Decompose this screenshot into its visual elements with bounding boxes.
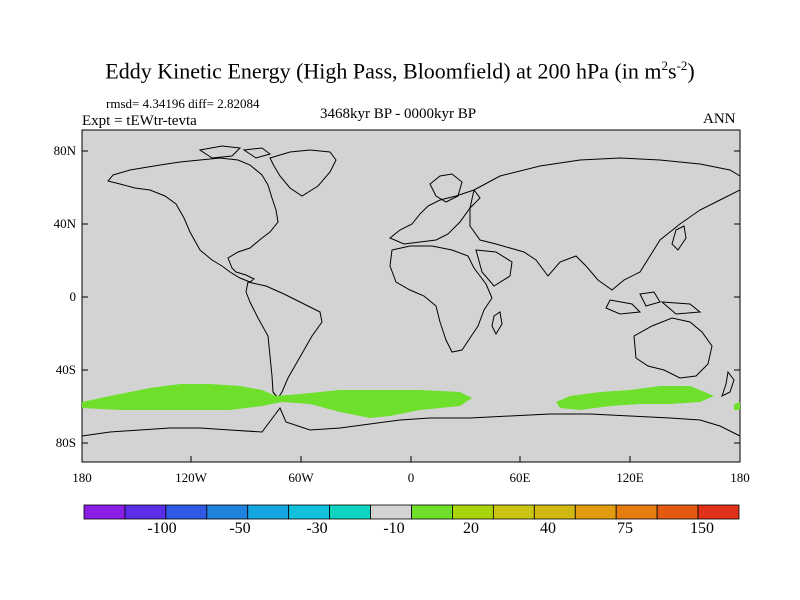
colorbar-label: -30 bbox=[306, 520, 328, 537]
europe-coast bbox=[389, 189, 481, 245]
colorbar-swatch bbox=[124, 504, 167, 520]
lon-label-120e: 120E bbox=[616, 470, 644, 485]
colorbar-label: -50 bbox=[229, 520, 251, 537]
lat-label-80s: 80S bbox=[55, 435, 76, 450]
australia-coast bbox=[633, 317, 713, 379]
colorbar-swatch bbox=[411, 504, 453, 520]
period-label: 3468kyr BP - 0000kyr BP bbox=[320, 106, 477, 122]
lat-label-40s: 40S bbox=[55, 362, 76, 377]
colorbar-swatch bbox=[206, 504, 249, 520]
colorbar-swatch bbox=[533, 504, 576, 520]
colorbar-swatch bbox=[247, 504, 290, 520]
lat-label-80n: 80N bbox=[53, 143, 76, 158]
lon-label-60w: 60W bbox=[288, 470, 314, 485]
season-label: ANN bbox=[703, 111, 736, 127]
lon-label-120w: 120W bbox=[175, 470, 207, 485]
antarctica-coast bbox=[81, 407, 741, 437]
greenland-coast bbox=[269, 149, 337, 197]
colorbar-swatch bbox=[83, 504, 126, 520]
colorbar-swatch bbox=[492, 504, 535, 520]
lon-label-180w: 180 bbox=[72, 470, 92, 485]
colorbar-swatch bbox=[370, 504, 412, 520]
lon-label-0: 0 bbox=[407, 470, 415, 485]
colorbar-swatch bbox=[615, 504, 658, 520]
lat-label-0: 0 bbox=[69, 289, 77, 304]
colorbar-swatch bbox=[288, 504, 331, 520]
colorbar-swatch bbox=[574, 504, 617, 520]
rmsd-diff-stats: rmsd= 4.34196 diff= 2.82084 bbox=[106, 96, 260, 111]
anomaly-patch-indian-ocean bbox=[556, 386, 714, 410]
plot-title: Eddy Kinetic Energy (High Pass, Bloomfie… bbox=[105, 58, 695, 84]
colorbar-label: 20 bbox=[463, 520, 479, 537]
new-zealand-coast bbox=[721, 370, 735, 397]
colorbar-swatch bbox=[656, 504, 699, 520]
coastlines bbox=[81, 145, 741, 437]
colorbar bbox=[83, 504, 740, 520]
anomaly-patch-east-edge bbox=[734, 402, 740, 410]
colorbar-label: -10 bbox=[383, 520, 405, 537]
lat-label-40n: 40N bbox=[53, 216, 76, 231]
anomaly-patch-pacific-atlantic bbox=[82, 384, 472, 418]
experiment-label: Expt = tEWtr-tevta bbox=[82, 113, 197, 129]
colorbar-label: 75 bbox=[617, 520, 633, 537]
anomaly-patches bbox=[82, 384, 740, 418]
colorbar-swatch bbox=[329, 504, 371, 520]
arctic-islands-coast bbox=[198, 145, 272, 159]
south-america-coast bbox=[245, 281, 323, 399]
indonesia-coast bbox=[605, 291, 702, 315]
colorbar-swatch bbox=[697, 504, 740, 520]
lon-label-60e: 60E bbox=[509, 470, 531, 485]
africa-coast bbox=[389, 245, 493, 353]
colorbar-label: 150 bbox=[690, 520, 714, 537]
madagascar-coast bbox=[491, 311, 503, 336]
lon-label-180e: 180 bbox=[730, 470, 750, 485]
colorbar-label: -100 bbox=[147, 520, 177, 537]
asia-coast bbox=[469, 157, 741, 291]
map-ticks bbox=[82, 150, 740, 462]
scandinavia-coast bbox=[429, 173, 463, 203]
colorbar-swatch bbox=[165, 504, 208, 520]
colorbar-swatch bbox=[452, 504, 494, 520]
japan-coast bbox=[671, 225, 687, 251]
north-america-coast bbox=[107, 157, 279, 283]
arabia-coast bbox=[475, 249, 513, 287]
colorbar-label: 40 bbox=[540, 520, 556, 537]
